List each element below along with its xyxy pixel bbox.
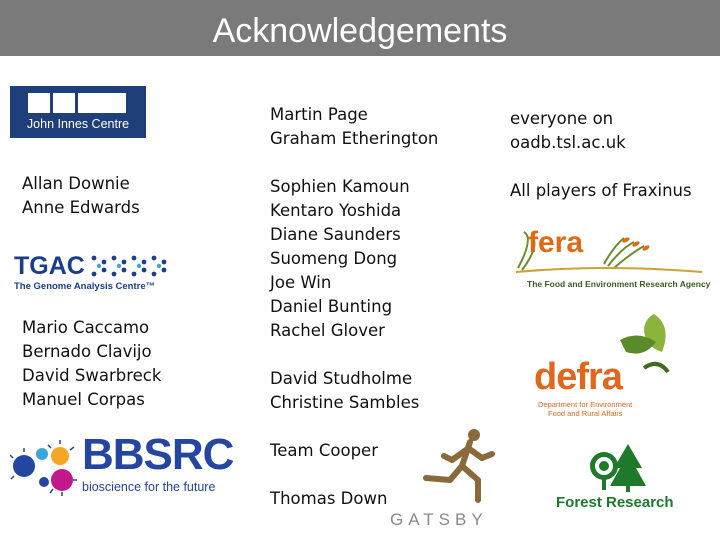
person-name: Thomas Down xyxy=(270,489,388,508)
dna-helix-icon xyxy=(91,255,167,277)
fera-logo-text: fera xyxy=(528,226,584,259)
bbsrc-molecule-icon xyxy=(10,440,77,496)
gatsby-logo-text: GATSBY xyxy=(390,510,488,529)
person-name: Sophien Kamoun xyxy=(270,177,410,196)
person-name: Diane Saunders xyxy=(270,225,401,244)
fera-logo: fera The Food and Environment Research A… xyxy=(514,226,711,296)
tgac-logo-text: TGAC xyxy=(14,252,85,280)
forest-research-logo-text: Forest Research xyxy=(556,494,674,511)
bbsrc-logo-subtitle: bioscience for the future xyxy=(82,480,216,494)
person-name: David Swarbreck xyxy=(22,366,162,385)
fera-logo-subtitle: The Food and Environment Research Agency xyxy=(527,279,711,289)
jic-logo-text: John Innes Centre xyxy=(26,117,130,131)
collaborators-names-list: Martin Page Graham Etherington Sophien K… xyxy=(270,103,438,511)
fraxinus-players-line: All players of Fraxinus xyxy=(510,181,692,200)
person-name: Kentaro Yoshida xyxy=(270,201,402,220)
jic-names-list: Allan Downie Anne Edwards xyxy=(22,172,140,220)
defra-logo-subtitle: Department for Environment Food and Rura… xyxy=(538,400,632,418)
tree-icon xyxy=(590,444,646,492)
gatsby-logo: GATSBY xyxy=(388,428,495,532)
online-contributors-text: everyone on oadb.tsl.ac.uk All players o… xyxy=(510,107,692,203)
slide-title: Acknowledgements xyxy=(212,12,508,50)
bbsrc-logo-text: BBSRC xyxy=(82,430,234,479)
running-man-icon xyxy=(423,429,495,503)
jic-logo-square xyxy=(78,93,126,113)
person-name: David Studholme xyxy=(270,369,413,388)
tgac-logo: TGAC The Genome Analysis Centre™ xyxy=(14,252,174,296)
john-innes-centre-logo: John Innes Centre xyxy=(10,86,146,138)
person-name: Rachel Glover xyxy=(270,321,385,340)
jic-logo-square xyxy=(28,93,50,113)
person-name: Martin Page xyxy=(270,105,368,124)
fera-grass-icon xyxy=(515,231,703,273)
forest-research-logo: Forest Research xyxy=(554,442,680,514)
defra-subtitle-line: Food and Rural Affairs xyxy=(548,409,623,418)
person-name: Anne Edwards xyxy=(22,198,140,217)
slide-title-bar: Acknowledgements xyxy=(0,0,720,56)
person-name: Joe Win xyxy=(270,273,332,292)
bbsrc-logo: BBSRC bioscience for the future xyxy=(10,430,240,500)
defra-subtitle-line: Department for Environment xyxy=(538,400,633,409)
contributors-line: oadb.tsl.ac.uk xyxy=(510,133,626,152)
defra-logo-text: defra xyxy=(534,356,623,398)
person-name: Team Cooper xyxy=(270,441,378,460)
defra-logo: defra Department for Environment Food an… xyxy=(534,312,674,422)
tgac-names-list: Mario Caccamo Bernado Clavijo David Swar… xyxy=(22,316,161,412)
defra-leaf-icon xyxy=(620,314,670,374)
person-name: Allan Downie xyxy=(22,174,130,193)
contributors-line: everyone on xyxy=(510,109,614,128)
jic-logo-square xyxy=(53,93,75,113)
person-name: Mario Caccamo xyxy=(22,318,150,337)
tgac-logo-subtitle: The Genome Analysis Centre™ xyxy=(14,281,156,292)
person-name: Graham Etherington xyxy=(270,129,439,148)
person-name: Daniel Bunting xyxy=(270,297,393,316)
person-name: Christine Sambles xyxy=(270,393,420,412)
person-name: Suomeng Dong xyxy=(270,249,398,268)
person-name: Bernado Clavijo xyxy=(22,342,152,361)
person-name: Manuel Corpas xyxy=(22,390,145,409)
